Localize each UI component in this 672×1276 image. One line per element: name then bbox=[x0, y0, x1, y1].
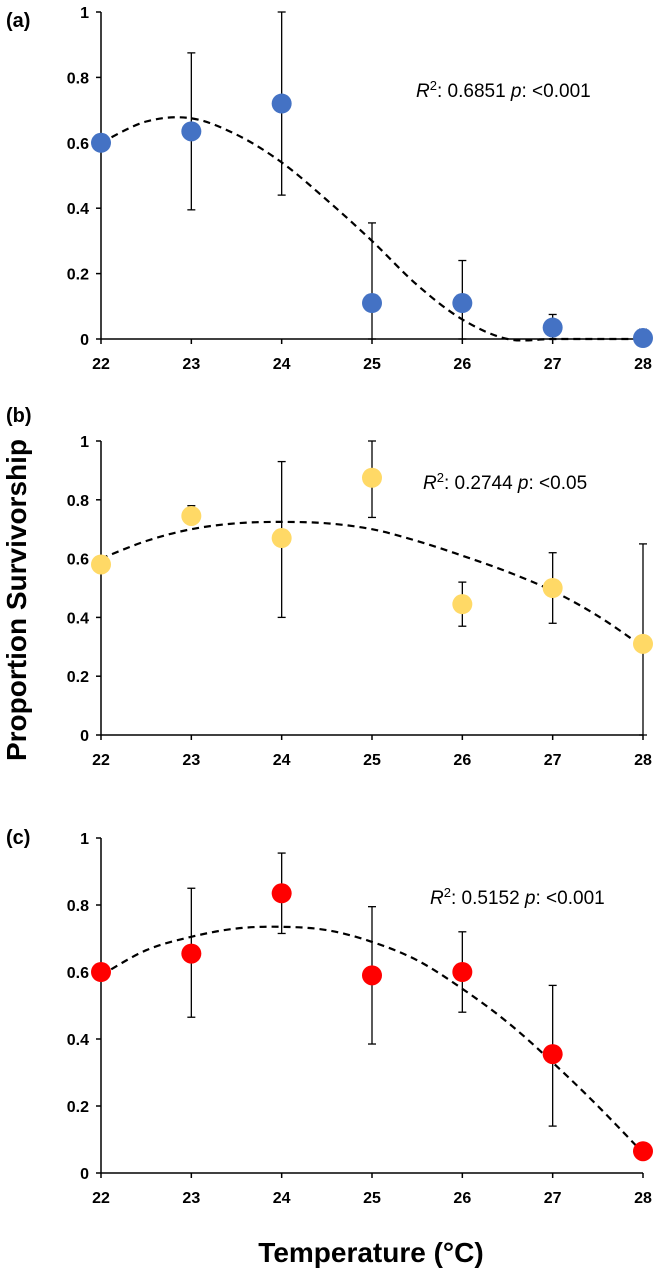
chart-panel: 0 0.2 0.4 0.6 0.8 1 22 23 24 25 26 27 28 (a) R2: 0.685… bbox=[6, 5, 653, 373]
y-tick-label: 0.8 bbox=[67, 70, 89, 87]
data-point bbox=[633, 1141, 653, 1162]
p-label: p bbox=[510, 81, 522, 102]
y-tick-label: 1 bbox=[80, 434, 89, 451]
x-tick-label: 26 bbox=[453, 1190, 471, 1207]
trend-line bbox=[100, 925, 644, 1154]
data-point bbox=[542, 1044, 563, 1065]
r-squared-label: R bbox=[430, 888, 444, 909]
data-point bbox=[362, 467, 382, 488]
r-squared-label: R bbox=[416, 81, 430, 102]
data-point bbox=[452, 293, 473, 314]
panel-label: (b) bbox=[6, 405, 32, 427]
x-tick-label: 23 bbox=[182, 752, 200, 769]
r-squared-label: R bbox=[423, 473, 437, 494]
data-point bbox=[181, 943, 202, 964]
x-tick-label: 24 bbox=[273, 356, 291, 373]
data-point bbox=[271, 528, 292, 549]
r-squared-value: : 0.6851 bbox=[437, 81, 511, 102]
r-squared-value: : 0.5152 bbox=[451, 888, 525, 909]
y-tick-label: 0 bbox=[80, 728, 89, 745]
x-tick-label: 26 bbox=[453, 752, 471, 769]
panel-label: (c) bbox=[6, 827, 30, 849]
y-tick-label: 0.6 bbox=[67, 965, 89, 982]
x-tick-label: 27 bbox=[544, 752, 562, 769]
y-axis-title: Proportion Survivorship bbox=[1, 439, 32, 761]
trend-line bbox=[100, 520, 644, 648]
r-squared-value: : 0.2744 bbox=[444, 473, 518, 494]
y-tick-label: 0.4 bbox=[67, 1032, 89, 1049]
x-tick-label: 22 bbox=[92, 752, 110, 769]
data-point bbox=[271, 883, 292, 904]
y-tick-label: 0.6 bbox=[67, 552, 89, 569]
data-point bbox=[362, 965, 382, 986]
data-point bbox=[452, 962, 473, 982]
y-tick-label: 0.8 bbox=[67, 898, 89, 915]
p-value: : <0.05 bbox=[529, 473, 588, 494]
p-value: : <0.001 bbox=[536, 888, 605, 909]
data-point bbox=[181, 121, 202, 142]
x-tick-label: 22 bbox=[92, 1190, 110, 1207]
trend-line bbox=[100, 116, 643, 342]
y-tick-label: 0.6 bbox=[67, 136, 89, 153]
data-point bbox=[633, 328, 653, 349]
fit-statistics: R2: 0.5152 p: <0.001 bbox=[430, 885, 605, 909]
fit-statistics: R2: 0.2744 p: <0.05 bbox=[423, 470, 587, 494]
data-point bbox=[542, 578, 563, 598]
data-point bbox=[452, 594, 473, 615]
panel-label: (a) bbox=[6, 10, 30, 32]
x-tick-label: 23 bbox=[182, 356, 200, 373]
data-point bbox=[181, 505, 202, 526]
x-tick-label: 28 bbox=[634, 356, 652, 373]
y-tick-label: 0.8 bbox=[67, 493, 89, 510]
data-point bbox=[91, 962, 111, 982]
y-tick-label: 1 bbox=[80, 831, 89, 848]
x-tick-label: 24 bbox=[273, 752, 291, 769]
x-tick-label: 25 bbox=[363, 752, 381, 769]
data-point bbox=[271, 93, 292, 114]
x-tick-label: 27 bbox=[544, 1190, 562, 1207]
p-value: : <0.001 bbox=[522, 81, 591, 102]
fit-statistics: R2: 0.6851 p: <0.001 bbox=[416, 78, 591, 102]
x-tick-label: 24 bbox=[273, 1190, 291, 1207]
r-squared-superscript: 2 bbox=[437, 470, 444, 485]
x-axis-title: Temperature (°C) bbox=[258, 1237, 483, 1268]
x-tick-label: 25 bbox=[363, 356, 381, 373]
y-tick-label: 0.2 bbox=[67, 1099, 89, 1116]
x-tick-label: 22 bbox=[92, 356, 110, 373]
y-tick-label: 0.2 bbox=[67, 669, 89, 686]
y-tick-label: 0.4 bbox=[67, 610, 89, 627]
x-tick-label: 28 bbox=[634, 752, 652, 769]
x-tick-label: 25 bbox=[363, 1190, 381, 1207]
r-squared-superscript: 2 bbox=[444, 885, 451, 900]
x-tick-label: 23 bbox=[182, 1190, 200, 1207]
y-tick-label: 1 bbox=[80, 5, 89, 22]
chart-panel: 0 0.2 0.4 0.6 0.8 1 22 23 24 25 26 27 28 (c) R2: 0.515… bbox=[6, 827, 653, 1207]
data-point bbox=[91, 554, 111, 575]
y-tick-label: 0 bbox=[80, 332, 89, 349]
x-tick-label: 28 bbox=[634, 1190, 652, 1207]
data-point bbox=[91, 132, 111, 153]
r-squared-superscript: 2 bbox=[430, 78, 437, 93]
x-tick-label: 27 bbox=[544, 356, 562, 373]
data-point bbox=[542, 317, 563, 338]
y-tick-label: 0 bbox=[80, 1166, 89, 1183]
data-point bbox=[633, 633, 653, 654]
chart-panel: 0 0.2 0.4 0.6 0.8 1 22 23 24 25 26 27 28 (b) R2: 0.274… bbox=[6, 405, 653, 769]
p-label: p bbox=[517, 473, 529, 494]
y-tick-label: 0.2 bbox=[67, 267, 89, 284]
x-tick-label: 26 bbox=[453, 356, 471, 373]
p-label: p bbox=[524, 888, 536, 909]
data-point bbox=[362, 293, 382, 314]
y-tick-label: 0.4 bbox=[67, 201, 89, 218]
